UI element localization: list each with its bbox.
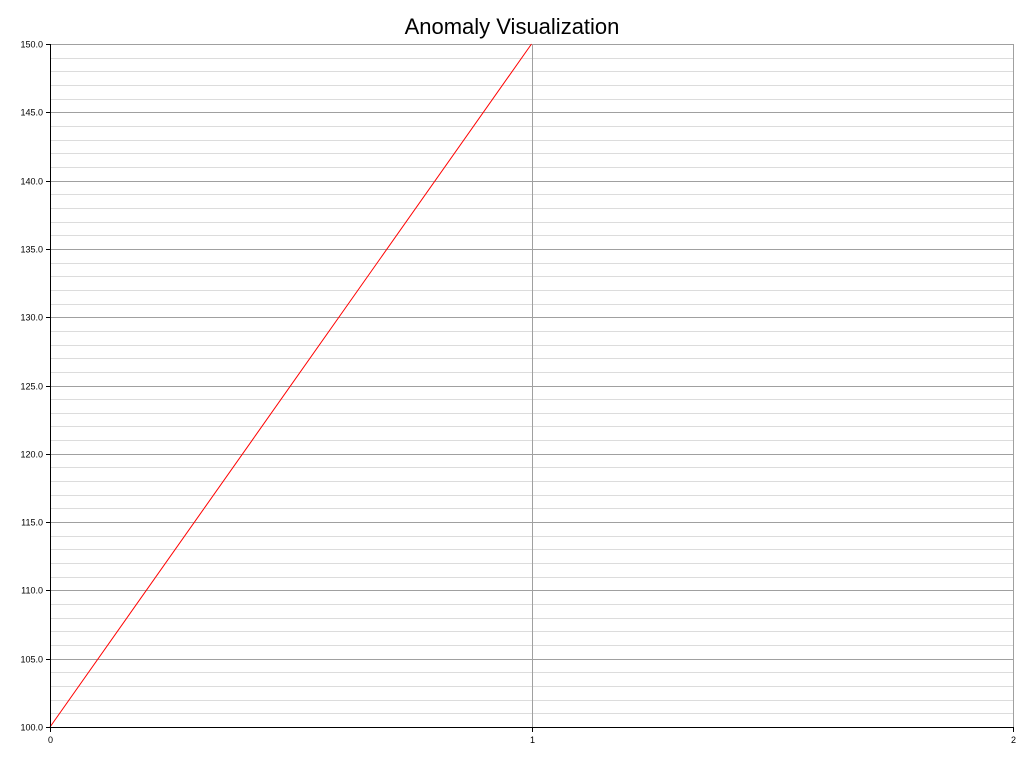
y-tick-label: 105.0 [20, 655, 43, 665]
y-tick-label: 115.0 [21, 518, 43, 528]
series-layer [49, 43, 532, 728]
x-tick-label: 2 [1011, 735, 1016, 745]
y-tick-label: 145.0 [20, 108, 43, 118]
major-gridlines [50, 44, 1014, 728]
y-axis-tick-labels: 100.0 105.0 110.0 115.0 120.0 125.0 130.0 135.0… [20, 40, 43, 733]
x-tick-label: 1 [530, 735, 535, 745]
x-tick-label: 0 [48, 735, 53, 745]
y-tick-label: 130.0 [20, 313, 43, 323]
y-tick-label: 110.0 [21, 586, 43, 596]
axes [46, 44, 1014, 732]
y-tick-label: 140.0 [20, 177, 43, 187]
series-line-0 [49, 43, 532, 728]
minor-gridlines [50, 58, 1013, 714]
y-tick-label: 125.0 [20, 382, 43, 392]
y-tick-label: 120.0 [20, 450, 43, 460]
y-tick-label: 150.0 [20, 40, 43, 50]
chart-title: Anomaly Visualization [405, 14, 620, 39]
y-tick-label: 135.0 [20, 245, 43, 255]
x-axis-tick-labels: 0 1 2 [48, 735, 1016, 745]
y-tick-label: 100.0 [20, 723, 43, 733]
